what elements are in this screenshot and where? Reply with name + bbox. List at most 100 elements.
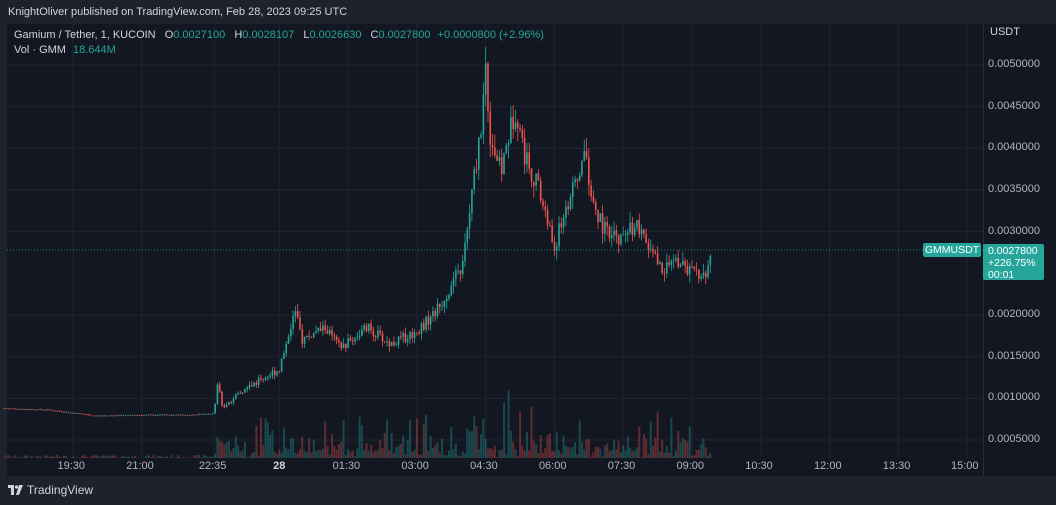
candle-body-up	[555, 246, 558, 251]
candle-body-down	[319, 327, 322, 331]
candle-body-up	[574, 179, 576, 183]
candle-body-down	[150, 414, 152, 416]
volume-bar-up	[46, 456, 49, 458]
candle-body-down	[163, 414, 166, 416]
volume-bar-up	[466, 428, 469, 458]
candle-body-down	[92, 415, 95, 417]
volume-bar-up	[358, 416, 361, 458]
volume-bar-up	[571, 446, 574, 458]
volume-bar-down	[62, 455, 65, 458]
volume-bar-up	[253, 452, 256, 458]
volume-bar-down	[379, 439, 382, 458]
volume-bar-up	[707, 455, 710, 458]
price-tick-label: 0.0030000	[988, 224, 1040, 237]
volume-bar-up	[120, 456, 123, 458]
brand-name: TradingView	[27, 483, 94, 497]
candle-body-down	[72, 412, 74, 414]
candle-body-down	[615, 230, 618, 236]
candle-body-up	[173, 415, 175, 416]
candle-body-down	[400, 336, 402, 338]
candle-body-up	[289, 328, 292, 337]
candle-body-up	[127, 414, 129, 416]
time-tick-label: 22:35	[198, 460, 227, 472]
candle-body-down	[35, 409, 38, 411]
candle-body-down	[585, 151, 588, 158]
volume-bar-up	[127, 456, 130, 458]
volume-bar-up	[402, 435, 405, 458]
candle-body-up	[627, 232, 629, 235]
volume-bar-up	[303, 450, 306, 458]
volume-bar-down	[594, 447, 597, 458]
time-tick-label: 07:30	[607, 460, 636, 472]
volume-bar-down	[500, 449, 503, 458]
volume-bar-up	[317, 449, 320, 458]
candle-body-up	[124, 415, 127, 417]
volume-bar-up	[626, 436, 629, 458]
volume-bar-up	[535, 444, 538, 458]
volume-bar-down	[184, 457, 187, 458]
volume-bar-up	[583, 449, 586, 458]
candle-body-up	[466, 228, 469, 243]
volume-bar-up	[679, 442, 682, 458]
candle-body-up	[443, 301, 446, 307]
candle-body-down	[326, 329, 329, 334]
candle-body-down	[218, 384, 221, 392]
candle-body-down	[184, 415, 187, 416]
candle-body-down	[489, 111, 492, 145]
volume-bar-down	[14, 455, 17, 458]
candle-body-down	[530, 168, 533, 182]
volume-bar-down	[601, 456, 604, 458]
volume-bar-down	[90, 456, 93, 458]
time-tick-label: 15:00	[951, 460, 979, 472]
volume-bar-down	[349, 452, 352, 458]
candle-body-up	[562, 217, 565, 228]
candle-body-up	[214, 403, 216, 414]
high-value: 0.0028107	[242, 29, 295, 41]
candle-body-up	[709, 255, 712, 266]
volume-bar-down	[58, 456, 61, 458]
volume-bar-down	[684, 439, 687, 458]
volume-bar-up	[425, 414, 428, 458]
candle-body-down	[533, 181, 535, 186]
volume-bar-down	[163, 456, 166, 458]
candle-body-down	[422, 323, 425, 330]
volume-bar-up	[525, 432, 528, 458]
volume-bar-up	[509, 431, 512, 458]
candle-body-up	[102, 415, 104, 417]
volume-bar-down	[493, 445, 496, 458]
candle-body-down	[60, 411, 63, 413]
candle-body-up	[186, 414, 189, 416]
time-tick-label: 04:30	[470, 460, 498, 472]
price-tick-label: 0.0040000	[988, 141, 1040, 154]
time-tick-label: 19:30	[57, 460, 86, 472]
candle-body-up	[569, 196, 572, 210]
volume-bar-up	[429, 435, 432, 458]
last-price-tag: 0.0027800 +226.75% 00:01	[983, 244, 1044, 281]
volume-bar-down	[496, 457, 499, 458]
candle-body-down	[654, 251, 657, 254]
volume-bar-down	[663, 452, 666, 458]
tradingview-brand[interactable]: TradingView	[8, 483, 93, 497]
candle-body-up	[445, 298, 448, 302]
candle-body-up	[406, 339, 409, 342]
volume-bar-up	[367, 450, 370, 458]
volume-bar-up	[165, 456, 168, 458]
candle-body-down	[539, 180, 542, 201]
volume-bar-up	[470, 431, 473, 458]
candle-body-down	[299, 317, 301, 330]
candle-body-down	[200, 413, 203, 415]
last-price: 0.0027800	[988, 245, 1038, 257]
open-value: 0.0027100	[173, 29, 226, 41]
candle-body-up	[356, 337, 359, 339]
volume-bar-up	[569, 448, 572, 458]
candle-body-down	[21, 409, 24, 410]
candle-body-up	[56, 410, 58, 412]
volume-bar-up	[386, 419, 389, 458]
candle-body-up	[599, 213, 602, 222]
candle-body-down	[338, 339, 340, 343]
candle-body-down	[404, 333, 407, 342]
low-value: 0.0026630	[309, 29, 362, 41]
volume-bar-down	[133, 455, 136, 458]
volume-bar-up	[156, 455, 159, 458]
candle-body-down	[601, 213, 604, 234]
